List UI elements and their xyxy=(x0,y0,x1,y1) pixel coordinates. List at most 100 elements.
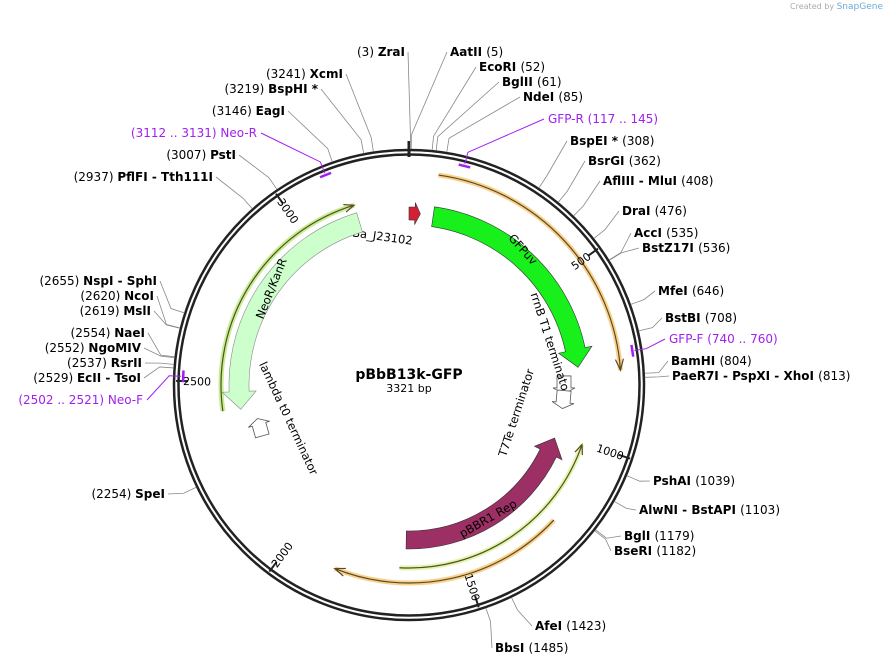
tick-label-1000: 1000 xyxy=(595,442,626,463)
terminator-icon xyxy=(551,389,575,409)
enzyme-leader-line xyxy=(446,96,521,153)
enzyme-leader-line xyxy=(485,607,493,649)
feature-pbbr1-rep-label: pBBR1 Rep xyxy=(457,497,519,541)
enzyme-site-label[interactable]: (3007) PstI xyxy=(166,148,236,162)
enzyme-site-label[interactable]: BglII (61) xyxy=(502,75,562,89)
primer-leader-line xyxy=(464,118,545,165)
enzyme-leader-line xyxy=(573,180,601,217)
enzyme-position: (2655) xyxy=(39,274,83,288)
enzyme-leader-line xyxy=(644,375,670,378)
enzyme-site-label[interactable]: (3241) XcmI xyxy=(266,67,343,81)
enzyme-name: BbsI xyxy=(495,641,529,655)
enzyme-site-label[interactable]: (2620) NcoI xyxy=(80,289,154,303)
enzyme-leader-line xyxy=(238,154,278,190)
enzyme-site-label[interactable]: AflIII - MluI (408) xyxy=(603,174,713,188)
enzyme-name: BamHI xyxy=(671,354,719,368)
enzyme-leader-line xyxy=(407,51,411,150)
enzyme-site-label[interactable]: PaeR7I - PspXI - XhoI (813) xyxy=(672,369,850,383)
enzyme-leader-line xyxy=(144,362,174,365)
enzyme-position: (362) xyxy=(629,154,661,168)
enzyme-leader-line xyxy=(156,295,181,329)
enzyme-site-label[interactable]: NdeI (85) xyxy=(523,90,583,104)
enzyme-site-label[interactable]: AccI (535) xyxy=(634,226,698,240)
primer-label-neo-f[interactable]: (2502 .. 2521) Neo-F xyxy=(18,393,143,407)
snapgene-brand: Created by SnapGene xyxy=(790,2,883,12)
enzyme-site-label[interactable]: EcoRI (52) xyxy=(479,60,545,74)
enzyme-site-label[interactable]: (3219) BspHI * xyxy=(224,82,318,96)
enzyme-position: (52) xyxy=(520,60,545,74)
tick-mark xyxy=(275,193,284,205)
tick-label-1500: 1500 xyxy=(462,572,483,603)
feature-t7te-terminator-label: T7Te terminator xyxy=(495,367,537,459)
enzyme-name: BsrGI xyxy=(588,154,629,168)
enzyme-name: DraI xyxy=(622,204,655,218)
enzyme-name: PstI xyxy=(210,148,236,162)
enzyme-leader-line xyxy=(435,81,500,151)
enzyme-leader-line xyxy=(287,110,333,162)
enzyme-name: BseRI xyxy=(614,544,656,558)
enzyme-site-label[interactable]: (2619) MslI xyxy=(80,304,151,318)
primer-leader-line xyxy=(146,375,182,401)
enzyme-name: BstBI xyxy=(665,311,705,325)
enzyme-name: PshAI xyxy=(653,474,695,488)
enzyme-site-label[interactable]: BseRI (1182) xyxy=(614,544,696,558)
enzyme-leader-line xyxy=(147,332,175,358)
enzyme-site-label[interactable]: (2552) NgoMIV xyxy=(45,341,142,355)
plasmid-name: pBbB13k-GFP xyxy=(355,367,462,383)
enzyme-leader-line xyxy=(626,475,651,482)
orf-arc-rep-head xyxy=(333,567,346,577)
enzyme-site-label[interactable]: (3146) EagI xyxy=(212,104,285,118)
enzyme-leader-line xyxy=(630,290,656,305)
enzyme-position: (646) xyxy=(692,284,724,298)
enzyme-name: BspEI * xyxy=(570,134,622,148)
enzyme-leader-line xyxy=(511,597,533,627)
enzyme-site-label[interactable]: BstZ17I (536) xyxy=(642,241,730,255)
enzyme-site-label[interactable]: (2254) SpeI xyxy=(91,487,165,501)
enzyme-name: MslI xyxy=(123,304,151,318)
enzyme-site-label[interactable]: (2529) EcII - TsoI xyxy=(33,371,141,385)
brand-name: SnapGene xyxy=(836,2,883,12)
enzyme-leader-line xyxy=(345,73,374,152)
enzyme-site-label[interactable]: BspEI * (308) xyxy=(570,134,654,148)
terminator-icon xyxy=(248,418,270,439)
enzyme-site-label[interactable]: BsrGI (362) xyxy=(588,154,661,168)
enzyme-name: NdeI xyxy=(523,90,558,104)
enzyme-site-label[interactable]: BbsI (1485) xyxy=(495,641,568,655)
enzyme-site-label[interactable]: DraI (476) xyxy=(622,204,687,218)
tick-mark xyxy=(587,247,599,257)
enzyme-site-label[interactable]: AfeI (1423) xyxy=(535,619,606,633)
primer-label-gfp-f[interactable]: GFP-F (740 .. 760) xyxy=(669,332,778,346)
enzyme-position: (536) xyxy=(698,241,730,255)
primer-leader-line xyxy=(260,132,326,174)
enzyme-site-label[interactable]: (2554) NaeI xyxy=(71,326,145,340)
enzyme-site-label[interactable]: (2537) RsrII xyxy=(67,356,142,370)
enzyme-name: PaeR7I - PspXI - XhoI xyxy=(672,369,818,383)
enzyme-leader-line xyxy=(143,366,174,379)
plasmid-length: 3321 bp xyxy=(386,382,431,395)
enzyme-site-label[interactable]: AatII (5) xyxy=(450,45,503,59)
enzyme-name: AatII xyxy=(450,45,486,59)
enzyme-name: SpeI xyxy=(135,487,165,501)
orf-arc-rep-inner-line xyxy=(399,444,583,569)
enzyme-leader-line xyxy=(143,347,175,359)
enzyme-site-label[interactable]: (2655) NspI - SphI xyxy=(39,274,157,288)
enzyme-leader-line xyxy=(431,66,477,151)
enzyme-name: RsrII xyxy=(111,356,142,370)
primer-label-neo-r[interactable]: (3112 .. 3131) Neo-R xyxy=(131,126,257,140)
enzyme-site-label[interactable]: MfeI (646) xyxy=(658,284,724,298)
enzyme-site-label[interactable]: BstBI (708) xyxy=(665,311,737,325)
enzyme-site-label[interactable]: (3) ZraI xyxy=(357,45,405,59)
enzyme-name: NspI - SphI xyxy=(83,274,157,288)
enzyme-site-label[interactable]: BamHI (804) xyxy=(671,354,752,368)
enzyme-leader-line xyxy=(557,160,586,203)
tick-mark xyxy=(474,595,480,608)
enzyme-site-label[interactable]: PshAI (1039) xyxy=(653,474,735,488)
primer-label-gfp-r[interactable]: GFP-R (117 .. 145) xyxy=(548,112,658,126)
enzyme-site-label[interactable]: BglI (1179) xyxy=(624,529,694,543)
enzyme-position: (1485) xyxy=(529,641,569,655)
enzyme-position: (535) xyxy=(666,226,698,240)
enzyme-position: (85) xyxy=(558,90,583,104)
enzyme-site-label[interactable]: (2937) PflFI - Tth111I xyxy=(74,170,213,184)
enzyme-site-label[interactable]: AlwNI - BstAPI (1103) xyxy=(639,503,780,517)
